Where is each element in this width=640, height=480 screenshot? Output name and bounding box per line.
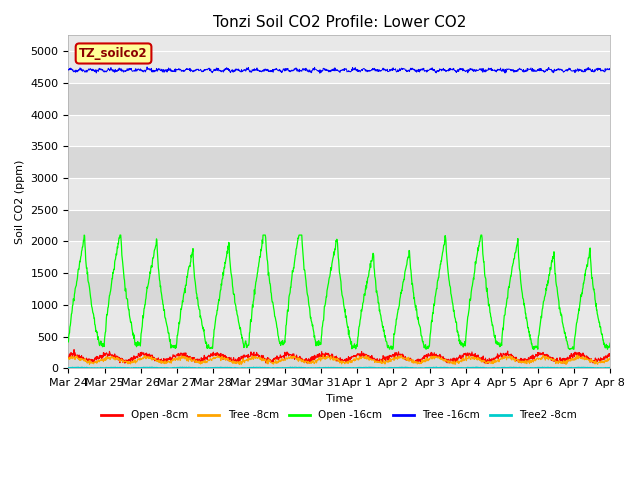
X-axis label: Time: Time	[326, 394, 353, 404]
Bar	[68, 51, 610, 83]
Bar	[68, 178, 610, 210]
Y-axis label: Soil CO2 (ppm): Soil CO2 (ppm)	[15, 159, 25, 244]
Bar	[68, 210, 610, 241]
Bar	[68, 305, 610, 336]
Bar	[68, 115, 610, 146]
Bar	[68, 336, 610, 368]
Text: TZ_soilco2: TZ_soilco2	[79, 47, 148, 60]
Bar	[68, 146, 610, 178]
Bar	[68, 83, 610, 115]
Bar	[68, 273, 610, 305]
Legend: Open -8cm, Tree -8cm, Open -16cm, Tree -16cm, Tree2 -8cm: Open -8cm, Tree -8cm, Open -16cm, Tree -…	[97, 406, 581, 425]
Bar	[68, 241, 610, 273]
Title: Tonzi Soil CO2 Profile: Lower CO2: Tonzi Soil CO2 Profile: Lower CO2	[212, 15, 466, 30]
